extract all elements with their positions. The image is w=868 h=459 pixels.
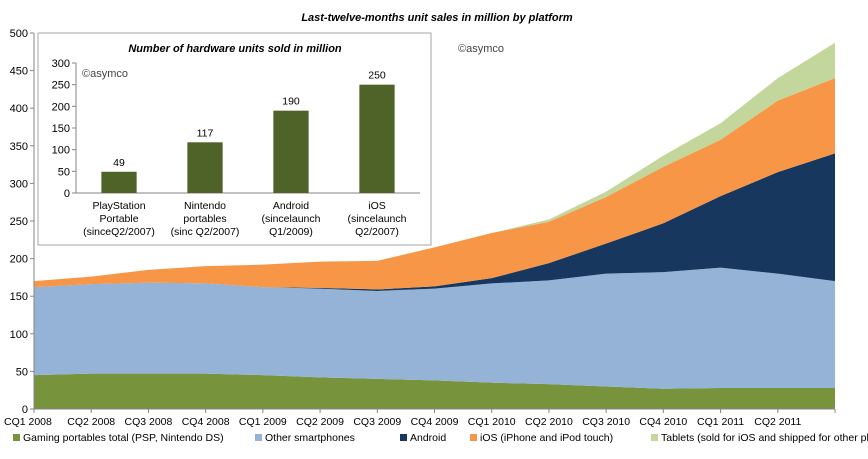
inset-y-tick-label: 250 (52, 80, 70, 92)
inset-watermark-text: ©asymco (82, 68, 128, 80)
x-tick-label: CQ1 2010 (468, 416, 516, 428)
legend-label: Gaming portables total (PSP, Nintendo DS… (23, 432, 224, 444)
y-tick-label: 100 (10, 329, 28, 341)
inset-bar (359, 84, 395, 193)
y-tick-label: 500 (10, 28, 28, 40)
y-tick-label: 0 (22, 404, 28, 416)
inset-bar-value-label: 117 (197, 127, 214, 139)
inset-bar (187, 142, 223, 193)
chart-title: Last-twelve-months unit sales in million… (301, 12, 573, 24)
y-tick-label: 450 (10, 66, 28, 78)
x-tick-label: CQ4 2008 (182, 416, 230, 428)
main-watermark-text: ©asymco (458, 43, 504, 55)
inset-category-label: Nintendo portables (sinc Q2/2007) (171, 200, 240, 238)
area-series-4 (34, 78, 835, 290)
x-tick-label: CQ2 2010 (525, 416, 573, 428)
y-tick-label: 250 (10, 216, 28, 228)
y-tick-label: 300 (10, 178, 28, 190)
x-tick-label: CQ1 2009 (239, 416, 287, 428)
x-tick-label: CQ2 2009 (296, 416, 344, 428)
inset-category-label: Android (sincelaunch Q1/2009) (262, 200, 321, 238)
y-tick-label: 200 (10, 254, 28, 266)
area-series-2 (34, 267, 835, 389)
inset-bar-chart: Number of hardware units sold in million… (37, 32, 432, 246)
legend-label: iOS (iPhone and iPod touch) (480, 432, 613, 444)
area-series-1 (34, 373, 835, 409)
inset-y-tick-label: 0 (64, 188, 70, 200)
legend: Gaming portables total (PSP, Nintendo DS… (13, 432, 868, 444)
x-tick-label: CQ2 2008 (67, 416, 115, 428)
y-tick-label: 150 (10, 291, 28, 303)
legend-label: Tablets (sold for iOS and shipped for ot… (661, 432, 868, 444)
inset-title: Number of hardware units sold in million (128, 43, 342, 55)
inset-bar (101, 171, 137, 193)
inset-y-tick-label: 200 (52, 101, 70, 113)
inset-category-label: iOS (sincelaunch Q2/2007) (348, 200, 407, 238)
inset-bar (273, 110, 309, 193)
inset-plot: 0 50 100 150 200 250 300 49 PlayStation Portable(… (52, 58, 420, 238)
legend-swatch (255, 434, 262, 441)
inset-category-label: PlayStation Portable (sinceQ2/2007) (83, 200, 155, 238)
legend-swatch (470, 434, 477, 441)
inset-bar-value-label: 190 (282, 96, 300, 108)
x-tick-label: CQ1 2008 (4, 416, 52, 428)
inset-y-tick-label: 300 (52, 58, 70, 70)
x-tick-label: CQ1 2011 (697, 416, 744, 428)
inset-y-tick-label: 50 (58, 166, 70, 178)
legend-label: Android (410, 432, 446, 444)
x-tick-label: CQ2 2011 (754, 416, 801, 428)
y-tick-label: 50 (16, 366, 28, 378)
x-tick-label: CQ4 2010 (639, 416, 687, 428)
main-area-chart (34, 42, 835, 409)
x-tick-label: CQ3 2009 (353, 416, 401, 428)
x-tick-label: CQ3 2008 (124, 416, 172, 428)
y-tick-label: 400 (10, 103, 28, 115)
area-series-3 (34, 153, 835, 291)
x-tick-label: CQ4 2009 (411, 416, 459, 428)
legend-label: Other smartphones (265, 432, 355, 444)
y-tick-label: 350 (10, 141, 28, 153)
inset-y-tick-label: 150 (52, 123, 70, 135)
legend-swatch (400, 434, 407, 441)
legend-swatch (13, 434, 20, 441)
inset-bar-value-label: 49 (113, 157, 125, 169)
inset-y-tick-label: 100 (52, 145, 70, 157)
inset-bar-value-label: 250 (368, 70, 386, 82)
x-tick-label: CQ3 2010 (582, 416, 630, 428)
legend-swatch (651, 434, 658, 441)
